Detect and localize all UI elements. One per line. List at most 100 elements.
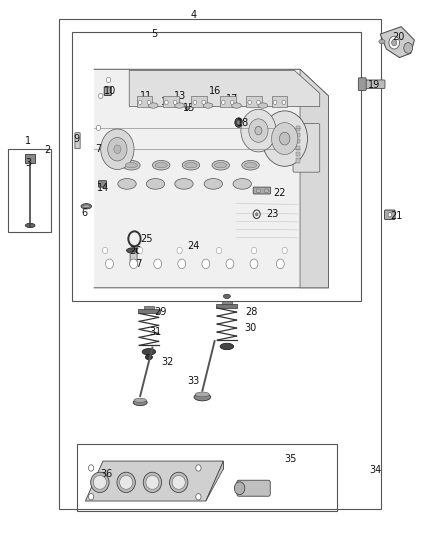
Text: 19: 19	[368, 80, 380, 90]
Bar	[272, 96, 287, 107]
Text: 18: 18	[237, 118, 250, 127]
Bar	[163, 96, 179, 107]
Text: 22: 22	[274, 188, 286, 198]
Circle shape	[114, 145, 121, 154]
Circle shape	[222, 100, 225, 104]
Circle shape	[241, 109, 276, 152]
Circle shape	[154, 259, 162, 269]
Text: 4: 4	[191, 10, 197, 20]
Circle shape	[193, 100, 197, 104]
Circle shape	[282, 247, 287, 254]
FancyBboxPatch shape	[139, 90, 148, 98]
Circle shape	[262, 111, 307, 166]
Circle shape	[101, 129, 134, 169]
Polygon shape	[85, 461, 223, 501]
Circle shape	[177, 247, 182, 254]
FancyBboxPatch shape	[130, 252, 137, 266]
FancyBboxPatch shape	[293, 124, 320, 172]
Text: 23: 23	[266, 209, 279, 219]
Ellipse shape	[264, 189, 268, 192]
Circle shape	[96, 125, 101, 131]
Ellipse shape	[117, 472, 135, 492]
Ellipse shape	[233, 179, 251, 189]
Circle shape	[250, 259, 258, 269]
Text: 3: 3	[25, 158, 31, 167]
Ellipse shape	[258, 103, 268, 108]
Polygon shape	[300, 69, 328, 288]
Circle shape	[99, 93, 103, 99]
Ellipse shape	[220, 343, 233, 350]
Circle shape	[175, 92, 180, 98]
Ellipse shape	[143, 472, 162, 492]
Text: 12: 12	[161, 98, 173, 107]
FancyBboxPatch shape	[99, 181, 106, 187]
Circle shape	[255, 126, 262, 135]
Text: 9: 9	[74, 134, 80, 143]
Bar	[8, 149, 51, 232]
Circle shape	[138, 100, 142, 104]
Ellipse shape	[142, 349, 155, 355]
Circle shape	[173, 100, 177, 104]
Bar	[296, 126, 300, 131]
Circle shape	[248, 100, 251, 104]
Circle shape	[392, 39, 397, 46]
Circle shape	[404, 43, 413, 53]
Ellipse shape	[203, 103, 213, 108]
Ellipse shape	[81, 204, 92, 209]
Circle shape	[106, 259, 113, 269]
FancyBboxPatch shape	[385, 210, 395, 220]
Text: 14: 14	[97, 183, 110, 192]
Circle shape	[273, 100, 277, 104]
Text: 15: 15	[183, 103, 195, 112]
Circle shape	[216, 247, 222, 254]
Circle shape	[102, 247, 108, 254]
Ellipse shape	[25, 223, 35, 228]
Ellipse shape	[170, 472, 188, 492]
Circle shape	[251, 247, 257, 254]
Ellipse shape	[125, 163, 138, 168]
Bar	[216, 304, 237, 308]
Text: 8: 8	[122, 134, 128, 143]
Bar	[137, 96, 152, 107]
Ellipse shape	[175, 103, 184, 108]
Ellipse shape	[204, 179, 223, 189]
Text: 24: 24	[187, 241, 200, 251]
Circle shape	[272, 123, 298, 155]
Ellipse shape	[155, 163, 167, 168]
Bar	[72, 32, 361, 301]
Circle shape	[108, 138, 127, 161]
Circle shape	[106, 77, 111, 83]
Ellipse shape	[145, 354, 152, 360]
Circle shape	[234, 482, 245, 495]
Text: 34: 34	[370, 465, 382, 475]
Bar	[191, 96, 207, 107]
Ellipse shape	[83, 205, 90, 207]
Ellipse shape	[120, 475, 133, 489]
FancyBboxPatch shape	[104, 87, 111, 95]
Circle shape	[147, 100, 151, 104]
Ellipse shape	[256, 189, 261, 192]
Text: 16: 16	[208, 86, 221, 95]
Circle shape	[185, 103, 190, 110]
Bar	[25, 154, 35, 163]
Text: 26: 26	[130, 246, 142, 255]
Text: 11: 11	[140, 91, 152, 101]
Text: 29: 29	[154, 307, 166, 317]
Circle shape	[230, 100, 234, 104]
Bar	[144, 306, 154, 309]
Text: 6: 6	[81, 208, 88, 218]
FancyBboxPatch shape	[75, 133, 80, 149]
Circle shape	[196, 494, 201, 500]
Text: 25: 25	[140, 234, 153, 244]
Text: 28: 28	[245, 307, 258, 317]
Text: 21: 21	[390, 211, 402, 221]
Ellipse shape	[127, 248, 140, 253]
Circle shape	[279, 132, 290, 145]
Bar	[222, 301, 232, 304]
Circle shape	[226, 259, 234, 269]
Bar	[296, 146, 300, 150]
Polygon shape	[206, 461, 223, 501]
Ellipse shape	[175, 179, 193, 189]
Text: 27: 27	[131, 259, 143, 269]
Text: 2: 2	[44, 146, 50, 155]
